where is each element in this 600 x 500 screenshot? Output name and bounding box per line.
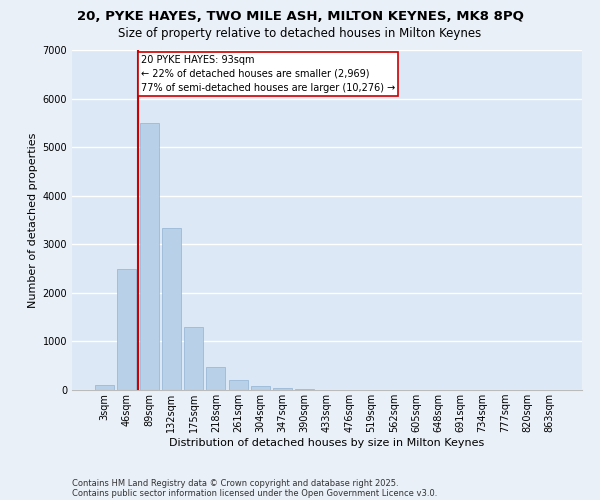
Bar — [162, 228, 181, 390]
Text: Contains HM Land Registry data © Crown copyright and database right 2025.: Contains HM Land Registry data © Crown c… — [72, 478, 398, 488]
X-axis label: Distribution of detached houses by size in Milton Keynes: Distribution of detached houses by size … — [169, 438, 485, 448]
Bar — [273, 388, 292, 390]
Bar — [251, 386, 270, 390]
Y-axis label: Number of detached properties: Number of detached properties — [28, 132, 38, 308]
Bar — [95, 385, 114, 390]
Text: 20, PYKE HAYES, TWO MILE ASH, MILTON KEYNES, MK8 8PQ: 20, PYKE HAYES, TWO MILE ASH, MILTON KEY… — [77, 10, 523, 23]
Text: 20 PYKE HAYES: 93sqm
← 22% of detached houses are smaller (2,969)
77% of semi-de: 20 PYKE HAYES: 93sqm ← 22% of detached h… — [142, 55, 395, 93]
Bar — [206, 366, 225, 390]
Bar — [140, 123, 158, 390]
Bar — [229, 380, 248, 390]
Bar — [118, 268, 136, 390]
Text: Contains public sector information licensed under the Open Government Licence v3: Contains public sector information licen… — [72, 488, 437, 498]
Bar — [184, 327, 203, 390]
Text: Size of property relative to detached houses in Milton Keynes: Size of property relative to detached ho… — [118, 28, 482, 40]
Bar — [295, 388, 314, 390]
